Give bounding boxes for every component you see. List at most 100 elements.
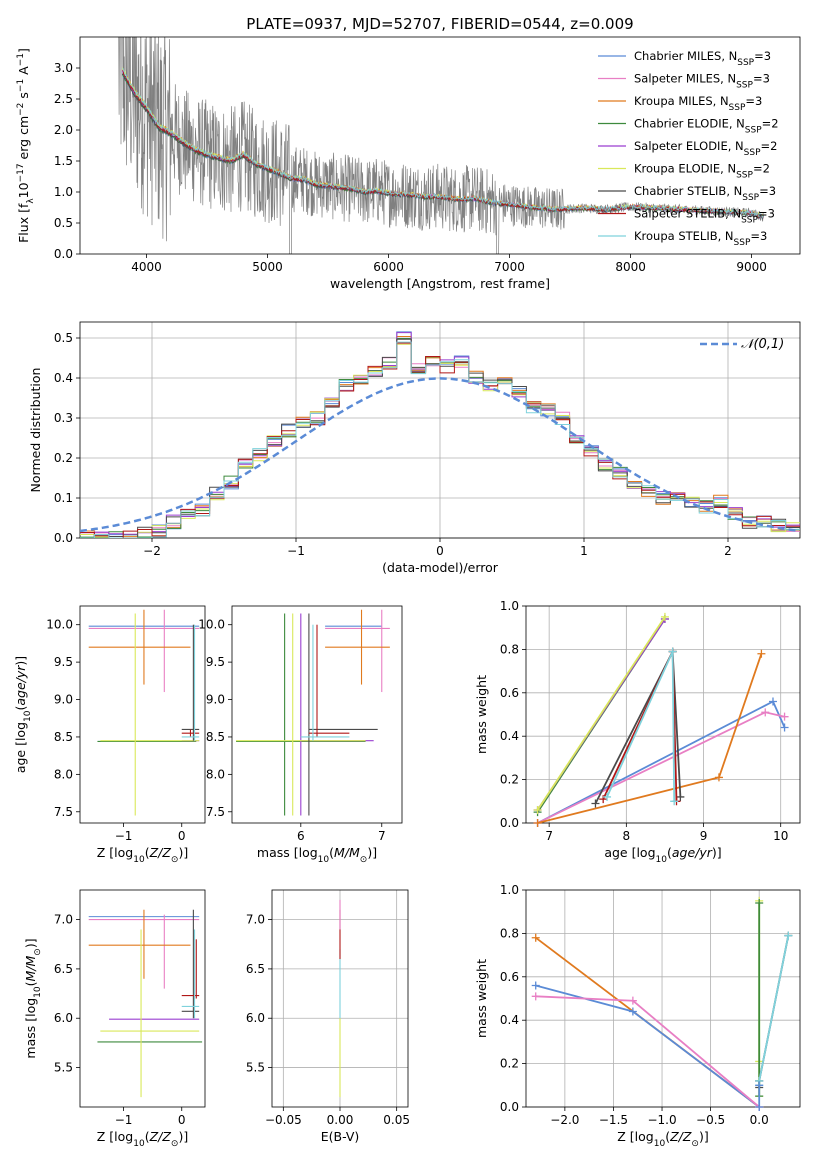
panel-weight-vs-Z: −2.0 −1.5 −1.0 −0.5 0.0 0.0 0.2 0.4 0.6 0.8 1.0 Z [… — [474, 883, 801, 1149]
y-tick-label: 8.0 — [54, 767, 73, 781]
x-tick-label: 7 — [378, 829, 386, 843]
y-tick-label: 6.0 — [54, 1011, 73, 1025]
weight-point-marker — [531, 992, 540, 1001]
y-tick-label: 8.5 — [206, 730, 225, 744]
y-tick-label: 0.6 — [500, 970, 519, 984]
x-tick-label: 2 — [724, 544, 732, 558]
y-tick-label: 9.0 — [206, 693, 225, 707]
x-axis-label: E(B-V) — [321, 1129, 360, 1144]
weight-point-marker — [784, 931, 793, 940]
y-tick-label: 8.5 — [54, 730, 73, 744]
y-tick-label: 3.0 — [54, 61, 73, 75]
axes-frame — [525, 889, 801, 1108]
y-tick-label: 0.4 — [500, 1013, 519, 1027]
weight-point-marker — [755, 1103, 764, 1111]
residual-histogram-step — [80, 341, 800, 538]
weight-series-line — [602, 651, 678, 802]
weight-point-marker — [676, 792, 685, 801]
legend-label: Chabrier MILES, NSSP=3 — [634, 49, 771, 68]
y-tick-label: 1.0 — [54, 185, 73, 199]
x-tick-label: −0.05 — [265, 1113, 302, 1127]
x-axis-label: Z [log10(Z/Z⊙)] — [97, 845, 188, 865]
y-tick-label: 1.5 — [54, 154, 73, 168]
x-tick-label: −1 — [115, 1113, 133, 1127]
weight-point-marker — [531, 981, 540, 990]
axes-frame — [231, 605, 403, 824]
y-tick-label: 0.2 — [500, 1057, 519, 1071]
y-axis-label: Flux [fλ10−17 erg cm−2 s−1 A−1] — [16, 48, 36, 243]
x-tick-label: 7000 — [494, 260, 525, 274]
y-tick-label: 7.5 — [54, 805, 73, 819]
weight-point-marker — [780, 712, 789, 721]
y-tick-label: 7.5 — [206, 805, 225, 819]
legend-label: 𝒩(0,1) — [741, 337, 784, 352]
panel-age-vs-Z: −1 0 7.5 8.0 8.5 9.0 9.5 10.0 Z [log10(Z/Z⊙)] age… — [13, 605, 206, 865]
y-tick-label: 10.0 — [46, 618, 73, 632]
x-tick-label: −0.5 — [696, 1113, 725, 1127]
x-tick-label: −1.5 — [599, 1113, 628, 1127]
legend-label: Kroupa MILES, NSSP=3 — [634, 94, 762, 113]
panel-mass-vs-Z: −1 0 5.5 6.0 6.5 7.0 Z [log10(Z/Z⊙)] mass [log1… — [23, 889, 206, 1149]
y-tick-label: 6.5 — [54, 962, 73, 976]
weight-point-marker — [714, 773, 723, 782]
legend-label: Kroupa STELIB, NSSP=3 — [634, 229, 767, 248]
weight-point-marker — [755, 1081, 764, 1090]
y-tick-label: 1.0 — [500, 599, 519, 613]
x-axis-label: Z [log10(Z/Z⊙)] — [617, 1129, 708, 1149]
panel-mass-vs-ebv: −0.05 0.00 0.05 5.5 6.0 6.5 7.0 E(B-V) — [246, 889, 410, 1144]
x-tick-label: 5000 — [252, 260, 283, 274]
axes-frame — [79, 889, 206, 1108]
axes-frame — [79, 321, 801, 539]
legend-label: Chabrier ELODIE, NSSP=2 — [634, 117, 779, 136]
y-tick-label: 0.0 — [500, 816, 519, 830]
y-tick-label: 0.4 — [500, 729, 519, 743]
y-tick-label: 0.0 — [54, 247, 73, 261]
residuals-plot-area — [80, 331, 800, 538]
weight-point-marker — [761, 708, 770, 717]
y-tick-label: 0.6 — [500, 686, 519, 700]
y-tick-label: 0.3 — [54, 411, 73, 425]
weight-point-marker — [755, 899, 764, 908]
weight-series-line — [535, 995, 760, 1108]
model-spectrum-line — [122, 69, 764, 219]
weight-point-marker — [780, 723, 789, 732]
axes-frame — [79, 36, 801, 255]
x-tick-label: 0 — [178, 829, 186, 843]
x-tick-label: 0.05 — [383, 1113, 410, 1127]
y-tick-label: 1.0 — [500, 883, 519, 897]
panel-residuals: −2 −1 0 1 2 0.0 0.1 0.2 0.3 0.4 0.5 (data-model)/er… — [28, 321, 801, 575]
x-tick-label: 0 — [436, 544, 444, 558]
y-axis-label: mass [log10(M/M⊙)] — [23, 938, 43, 1058]
panel-age-vs-mass: 6 7 7.5 8.0 8.5 9.0 9.5 10.0 mass [log10(M/M⊙)] — [198, 605, 403, 865]
weight-point-marker — [768, 697, 777, 706]
x-axis-label: wavelength [Angstrom, rest frame] — [330, 276, 550, 291]
x-tick-label: 10 — [773, 829, 788, 843]
axes-frame — [271, 889, 409, 1108]
y-tick-label: 0.5 — [54, 216, 73, 230]
weight-point-marker — [628, 1007, 637, 1016]
y-tick-label: 0.2 — [54, 451, 73, 465]
x-axis-label: age [log10(age/yr)] — [604, 845, 721, 865]
y-tick-label: 0.8 — [500, 926, 519, 940]
y-tick-label: 5.5 — [54, 1061, 73, 1075]
y-tick-label: 7.0 — [54, 913, 73, 927]
x-tick-label: −1.0 — [647, 1113, 676, 1127]
axes-frame — [525, 605, 801, 824]
weight-point-marker — [533, 819, 542, 827]
x-tick-label: −1 — [115, 829, 133, 843]
weight-point-marker — [670, 797, 679, 806]
panel-weight-vs-age: 7 8 9 10 0.0 0.2 0.4 0.6 0.8 1.0 age [log10(age/yr… — [474, 599, 801, 865]
y-tick-label: 0.0 — [54, 531, 73, 545]
x-axis-label: (data-model)/error — [382, 560, 499, 575]
y-axis-label: age [log10(age/yr)] — [13, 656, 33, 773]
legend-label: Salpeter ELODIE, NSSP=2 — [634, 139, 777, 158]
observed-spectrum-line — [118, 37, 764, 254]
x-tick-label: 0 — [178, 1113, 186, 1127]
x-tick-label: 6 — [297, 829, 305, 843]
y-tick-label: 9.5 — [206, 655, 225, 669]
x-tick-label: 8 — [623, 829, 631, 843]
weight-series-line — [758, 935, 790, 1086]
weight-point-marker — [660, 612, 669, 621]
y-tick-label: 6.0 — [246, 1011, 265, 1025]
